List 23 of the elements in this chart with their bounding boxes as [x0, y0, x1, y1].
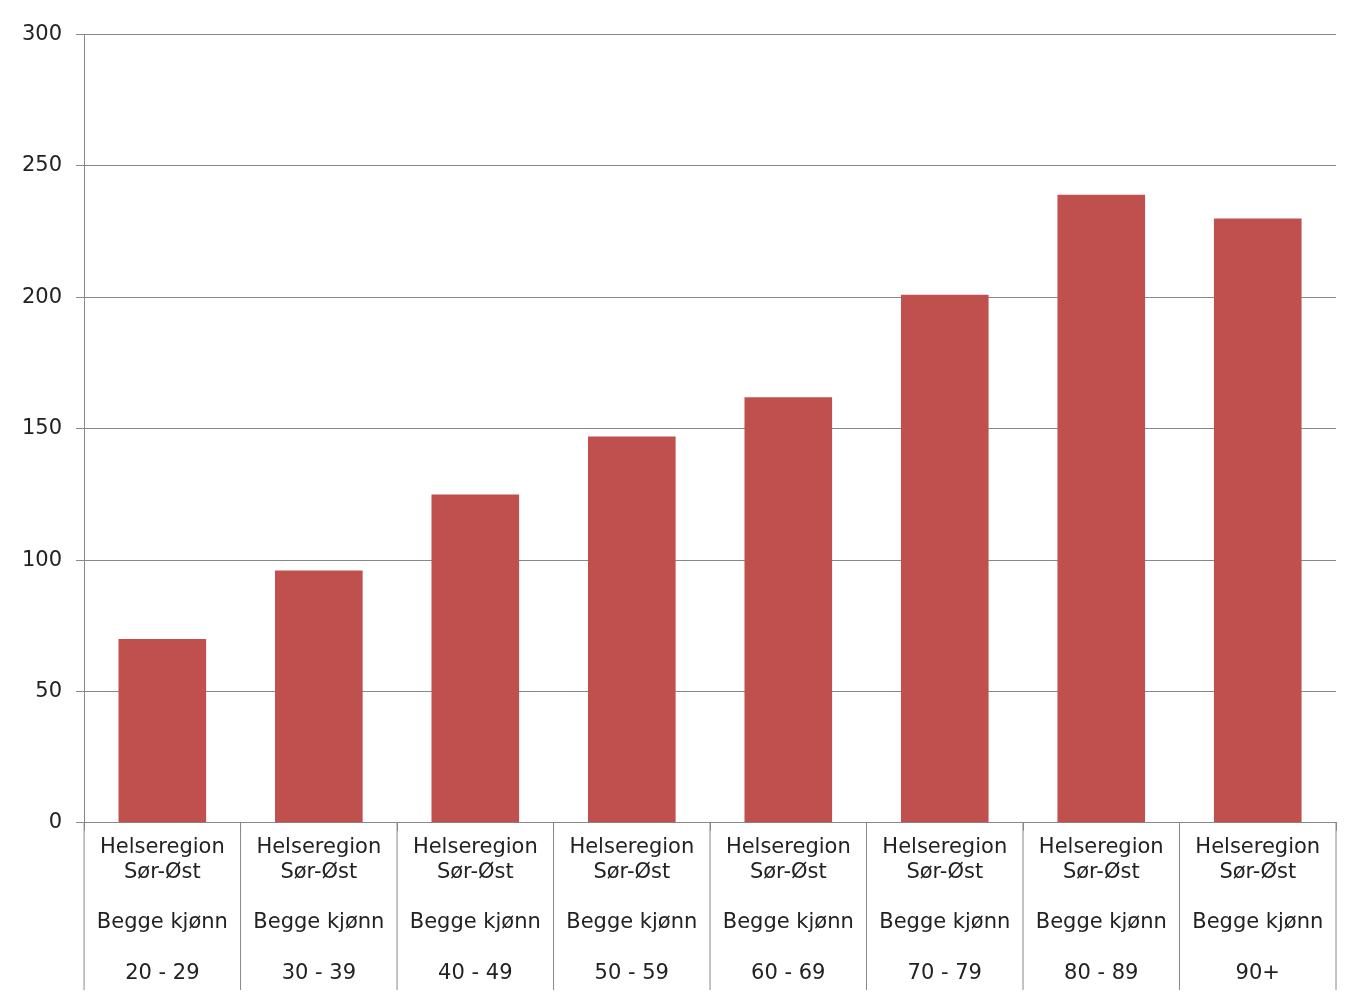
y-tick-label: 200 — [21, 283, 63, 308]
y-tick-label: 100 — [21, 546, 63, 571]
y-tick-label: 150 — [21, 415, 63, 440]
category-label: Helseregion Sør-Øst Begge kjønn 70 - 79 — [879, 833, 1011, 984]
category-label: Helseregion Sør-Øst Begge kjønn 30 - 39 — [253, 833, 385, 984]
bar — [587, 436, 676, 823]
bar — [1213, 218, 1302, 823]
category-label: Helseregion Sør-Øst Begge kjønn 50 - 59 — [566, 833, 698, 984]
bar — [900, 294, 989, 823]
bar — [1057, 194, 1146, 823]
category-label: Helseregion Sør-Øst Begge kjønn 90+ — [1192, 833, 1324, 984]
bar — [431, 494, 520, 823]
y-tick-label: 0 — [48, 809, 63, 834]
category-label: Helseregion Sør-Øst Begge kjønn 20 - 29 — [96, 833, 228, 984]
category-label: Helseregion Sør-Øst Begge kjønn 60 - 69 — [722, 833, 854, 984]
category-label: Helseregion Sør-Øst Begge kjønn 40 - 49 — [409, 833, 541, 984]
y-tick-label: 300 — [21, 21, 63, 46]
bar — [118, 638, 207, 823]
bar — [744, 397, 833, 823]
y-tick-label: 250 — [21, 152, 63, 177]
category-label: Helseregion Sør-Øst Begge kjønn 80 - 89 — [1035, 833, 1167, 984]
bar — [275, 570, 363, 823]
y-tick-label: 50 — [35, 677, 63, 702]
